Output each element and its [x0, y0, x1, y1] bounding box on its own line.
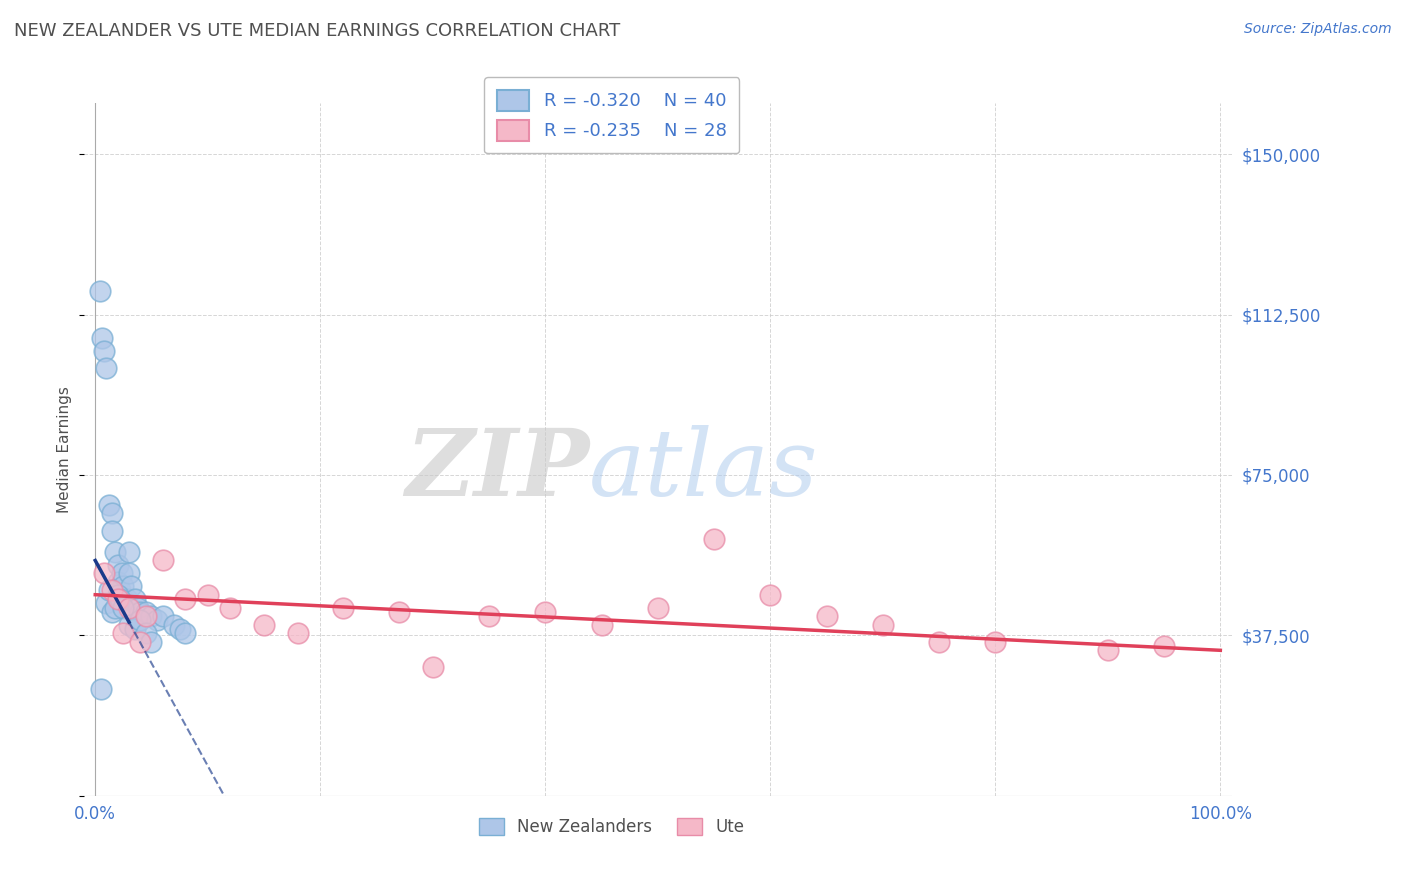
Point	[107, 558, 129, 572]
Point	[101, 605, 124, 619]
Point	[478, 609, 501, 624]
Point	[127, 600, 149, 615]
Point	[152, 609, 174, 624]
Point	[111, 566, 134, 581]
Point	[93, 343, 115, 358]
Point	[101, 507, 124, 521]
Point	[1153, 639, 1175, 653]
Text: NEW ZEALANDER VS UTE MEDIAN EARNINGS CORRELATION CHART: NEW ZEALANDER VS UTE MEDIAN EARNINGS COR…	[14, 22, 620, 40]
Point	[129, 613, 152, 627]
Point	[591, 617, 613, 632]
Point	[112, 600, 135, 615]
Point	[163, 617, 186, 632]
Point	[129, 634, 152, 648]
Point	[135, 605, 157, 619]
Text: Source: ZipAtlas.com: Source: ZipAtlas.com	[1244, 22, 1392, 37]
Point	[101, 524, 124, 538]
Point	[197, 588, 219, 602]
Point	[124, 592, 146, 607]
Point	[1097, 643, 1119, 657]
Point	[141, 609, 163, 624]
Point	[141, 634, 163, 648]
Point	[118, 545, 141, 559]
Point	[534, 605, 557, 619]
Point	[104, 600, 127, 615]
Point	[97, 498, 120, 512]
Point	[169, 622, 191, 636]
Point	[112, 626, 135, 640]
Point	[253, 617, 276, 632]
Text: atlas: atlas	[589, 425, 818, 515]
Point	[101, 583, 124, 598]
Point	[96, 361, 118, 376]
Point	[174, 626, 197, 640]
Point	[107, 574, 129, 589]
Point	[332, 600, 354, 615]
Point	[759, 588, 782, 602]
Y-axis label: Median Earnings: Median Earnings	[58, 386, 72, 513]
Point	[984, 634, 1007, 648]
Point	[152, 553, 174, 567]
Point	[928, 634, 950, 648]
Point	[112, 579, 135, 593]
Point	[90, 681, 112, 696]
Point	[129, 605, 152, 619]
Text: ZIP: ZIP	[405, 425, 589, 515]
Point	[703, 532, 725, 546]
Point	[388, 605, 411, 619]
Point	[118, 566, 141, 581]
Point	[174, 592, 197, 607]
Point	[815, 609, 838, 624]
Point	[89, 284, 111, 298]
Point	[108, 583, 131, 598]
Point	[107, 588, 129, 602]
Point	[93, 566, 115, 581]
Point	[97, 583, 120, 598]
Point	[124, 622, 146, 636]
Point	[135, 609, 157, 624]
Point	[118, 600, 141, 615]
Point	[647, 600, 669, 615]
Point	[872, 617, 894, 632]
Legend: R = -0.320    N = 40, R = -0.235    N = 28: R = -0.320 N = 40, R = -0.235 N = 28	[484, 77, 740, 153]
Point	[135, 626, 157, 640]
Point	[219, 600, 242, 615]
Point	[287, 626, 309, 640]
Point	[120, 579, 142, 593]
Point	[422, 660, 444, 674]
Point	[118, 617, 141, 632]
Point	[91, 331, 114, 345]
Point	[115, 592, 138, 607]
Point	[107, 592, 129, 607]
Point	[96, 596, 118, 610]
Point	[146, 613, 169, 627]
Point	[108, 592, 131, 607]
Point	[104, 545, 127, 559]
